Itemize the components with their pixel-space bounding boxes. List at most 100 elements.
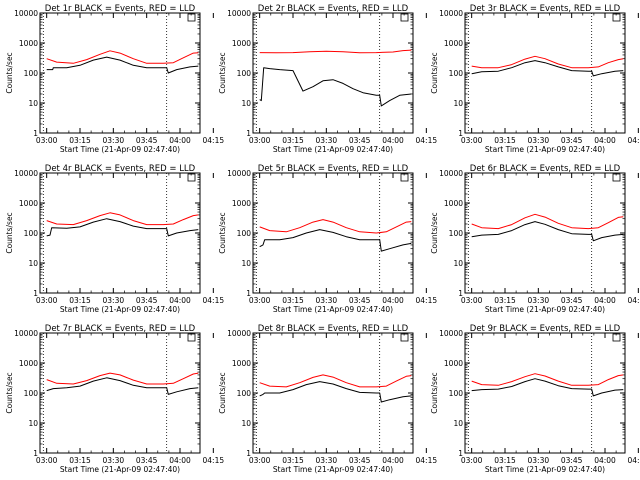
x-tick-label: 03:00 (36, 456, 58, 465)
y-axis-label: Counts/sec (218, 52, 227, 93)
x-tick-label: 03:00 (36, 296, 58, 305)
series-line-events (259, 67, 412, 107)
y-tick-label: 10 (453, 259, 463, 268)
x-tick-label: 04:15 (203, 456, 225, 465)
y-tick-label: 10000 (439, 329, 463, 338)
x-tick-label: 03:15 (494, 136, 516, 145)
x-tick-label: 04:15 (416, 296, 438, 305)
series-line-events (471, 60, 624, 77)
x-tick-label: 03:00 (249, 456, 271, 465)
x-tick-label: 03:15 (69, 136, 91, 145)
y-tick-label: 1 (246, 129, 251, 138)
chart-title: Det 9r BLACK = Events, RED = LLD (470, 324, 621, 334)
x-axis-label: Start Time (21-Apr-09 02:47:40) (273, 305, 393, 314)
y-tick-label: 1 (246, 289, 251, 298)
x-axis-label: Start Time (21-Apr-09 02:47:40) (273, 465, 393, 474)
y-tick-label: 1 (246, 449, 251, 458)
chart-panel-9: Det 9r BLACK = Events, RED = LLD 1 10 100 10… (430, 324, 640, 474)
y-tick-label: 10 (241, 259, 251, 268)
x-tick-label: 03:00 (36, 136, 58, 145)
x-tick-label: 04:00 (594, 296, 616, 305)
legend-box (400, 13, 409, 22)
chart-title: Det 2r BLACK = Events, RED = LLD (258, 4, 409, 14)
y-tick-label: 1000 (444, 199, 463, 208)
y-tick-label: 100 (449, 69, 464, 78)
chart-title: Det 6r BLACK = Events, RED = LLD (470, 164, 621, 174)
series-line-lld (471, 213, 624, 230)
y-axis-label: Counts/sec (218, 372, 227, 413)
y-tick-label: 1000 (232, 39, 251, 48)
chart-title: Det 1r BLACK = Events, RED = LLD (45, 4, 196, 14)
x-tick-label: 04:00 (169, 456, 191, 465)
series-line-lld (46, 50, 199, 64)
chart-panel-8: Det 8r BLACK = Events, RED = LLD 1 10 100 10… (218, 324, 437, 474)
legend-box (187, 333, 196, 342)
y-axis-label: Counts/sec (430, 212, 439, 253)
y-tick-label: 10000 (439, 9, 463, 18)
legend-box (612, 13, 621, 22)
x-tick-label: 03:00 (461, 136, 483, 145)
y-axis-label: Counts/sec (218, 212, 227, 253)
y-tick-label: 1 (33, 129, 38, 138)
x-tick-label: 03:45 (136, 136, 158, 145)
x-tick-label: 03:45 (136, 296, 158, 305)
chart-title: Det 3r BLACK = Events, RED = LLD (470, 4, 621, 14)
y-tick-label: 10 (453, 419, 463, 428)
x-tick-label: 03:45 (561, 296, 583, 305)
series-line-events (46, 218, 199, 237)
x-tick-label: 03:30 (528, 296, 550, 305)
y-tick-label: 10 (453, 99, 463, 108)
y-tick-label: 1 (458, 289, 463, 298)
plot-frame (464, 12, 626, 134)
series-line-events (259, 381, 412, 403)
y-axis-label: Counts/sec (5, 212, 14, 253)
y-tick-label: 1000 (19, 359, 38, 368)
series-line-lld (259, 219, 412, 234)
chart-title: Det 4r BLACK = Events, RED = LLD (45, 164, 196, 174)
y-tick-label: 1 (458, 129, 463, 138)
y-tick-label: 1 (33, 289, 38, 298)
chart-title: Det 5r BLACK = Events, RED = LLD (258, 164, 409, 174)
y-axis-label: Counts/sec (5, 372, 14, 413)
y-tick-label: 1 (33, 449, 38, 458)
x-tick-label: 03:30 (316, 296, 338, 305)
x-tick-label: 04:15 (628, 136, 640, 145)
y-axis-label: Counts/sec (430, 52, 439, 93)
chart-panel-7: Det 7r BLACK = Events, RED = LLD 1 10 100 10… (5, 324, 224, 474)
y-tick-label: 10000 (14, 329, 38, 338)
chart-panel-4: Det 4r BLACK = Events, RED = LLD 1 10 100 10… (5, 164, 224, 314)
legend-box (187, 173, 196, 182)
plot-frame (39, 12, 201, 134)
series-line-lld (471, 373, 624, 386)
x-tick-label: 04:15 (416, 456, 438, 465)
series-line-events (46, 377, 199, 395)
x-axis-label: Start Time (21-Apr-09 02:47:40) (60, 305, 180, 314)
y-tick-label: 1 (458, 449, 463, 458)
y-axis-label: Counts/sec (5, 52, 14, 93)
y-tick-label: 100 (449, 229, 464, 238)
x-tick-label: 03:45 (136, 456, 158, 465)
chart-title: Det 8r BLACK = Events, RED = LLD (258, 324, 409, 334)
x-tick-label: 04:15 (628, 296, 640, 305)
x-axis-label: Start Time (21-Apr-09 02:47:40) (60, 465, 180, 474)
y-tick-label: 100 (237, 389, 252, 398)
series-line-events (46, 56, 199, 74)
y-tick-label: 1000 (19, 199, 38, 208)
x-tick-label: 04:15 (203, 296, 225, 305)
x-axis-label: Start Time (21-Apr-09 02:47:40) (485, 305, 605, 314)
legend-box (400, 173, 409, 182)
y-tick-label: 10 (28, 259, 38, 268)
plot-frame (39, 332, 201, 454)
x-tick-label: 03:15 (282, 136, 304, 145)
legend-box (612, 173, 621, 182)
legend-box (187, 13, 196, 22)
x-tick-label: 03:00 (461, 456, 483, 465)
x-tick-label: 03:00 (249, 296, 271, 305)
y-tick-label: 10000 (14, 169, 38, 178)
x-tick-label: 04:00 (594, 136, 616, 145)
x-tick-label: 04:15 (416, 136, 438, 145)
series-line-lld (259, 49, 412, 54)
x-tick-label: 03:30 (103, 456, 125, 465)
x-tick-label: 04:00 (594, 456, 616, 465)
